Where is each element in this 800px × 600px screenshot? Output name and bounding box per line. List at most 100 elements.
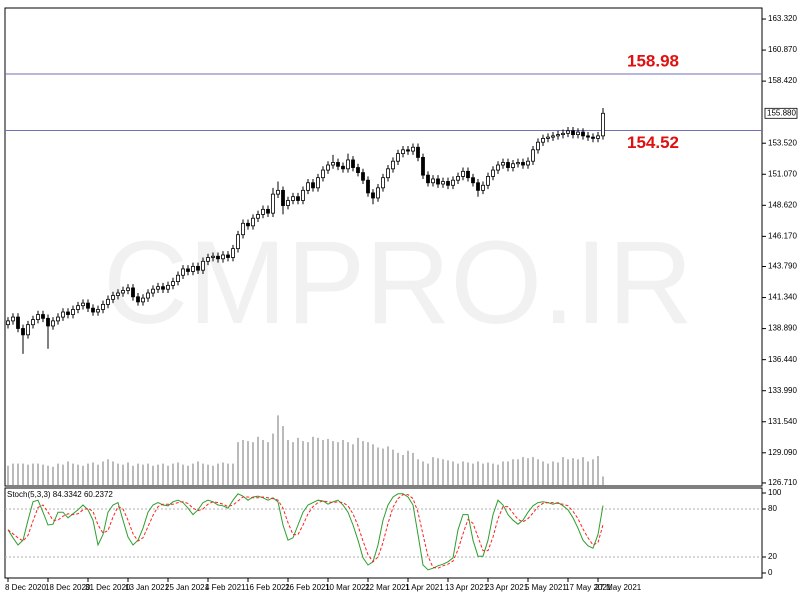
- candle-body: [246, 222, 250, 227]
- candle-body: [121, 290, 125, 294]
- candle-body: [371, 192, 375, 199]
- candle-body: [361, 172, 365, 181]
- candle-body: [481, 184, 485, 191]
- y-tick-label: 160.870: [768, 45, 797, 54]
- candle-body: [426, 174, 430, 184]
- candle-body: [366, 179, 370, 194]
- candle-body: [586, 135, 590, 138]
- candle-body: [551, 135, 555, 138]
- candle-body: [106, 298, 110, 305]
- candle-body: [556, 134, 560, 137]
- candle-body: [496, 164, 500, 171]
- candle-body: [276, 189, 280, 195]
- candle-body: [351, 159, 355, 168]
- candle-body: [476, 182, 480, 191]
- x-tick-label: 5 May 2021: [525, 583, 567, 592]
- candle-body: [76, 305, 80, 310]
- x-tick-label: 16 Feb 2021: [245, 583, 290, 592]
- candle-body: [196, 265, 200, 271]
- y-tick-label: 131.540: [768, 417, 797, 426]
- candle-body: [186, 268, 190, 272]
- candle-body: [461, 170, 465, 177]
- candle-body: [311, 182, 315, 189]
- candle-body: [241, 222, 245, 236]
- candle-body: [141, 297, 145, 303]
- x-tick-label: 13 Jan 2021: [125, 583, 170, 592]
- candle-body: [331, 162, 335, 166]
- y-tick-label: 126.710: [768, 478, 797, 487]
- y-tick-label: 163.320: [768, 14, 797, 23]
- x-tick-label: 8 Dec 2020: [5, 583, 46, 592]
- candle-body: [41, 314, 45, 319]
- y-tick-label: 143.790: [768, 262, 797, 271]
- candle-body: [451, 179, 455, 186]
- x-tick-label: 1 Apr 2021: [405, 583, 444, 592]
- x-tick-label: 26 Feb 2021: [285, 583, 330, 592]
- candle-body: [421, 157, 425, 176]
- y-tick-label: 146.170: [768, 231, 797, 240]
- level-label: 158.98: [627, 52, 679, 71]
- candle-body: [266, 208, 270, 214]
- candle-body: [596, 135, 600, 139]
- candle-body: [571, 130, 575, 135]
- candle-body: [536, 141, 540, 151]
- candle-body: [61, 311, 65, 318]
- candle-body: [486, 176, 490, 186]
- stoch-panel-frame: [4, 487, 763, 579]
- candle-body: [336, 162, 340, 167]
- candle-body: [171, 281, 175, 286]
- candle-body: [381, 177, 385, 189]
- candle-body: [466, 170, 470, 179]
- candle-body: [321, 169, 325, 179]
- y-tick-label: 129.090: [768, 448, 797, 457]
- x-tick-label: 10 Mar 2021: [325, 583, 370, 592]
- candle-body: [11, 316, 15, 322]
- candle-body: [71, 309, 75, 315]
- candle-body: [216, 255, 220, 260]
- candle-body: [581, 131, 585, 137]
- indicator-label: Stoch(5,3,3) 84.3342 60.2372: [7, 490, 113, 499]
- candle-body: [471, 177, 475, 184]
- y-tick-label: 158.420: [768, 76, 797, 85]
- candle-body: [271, 193, 275, 214]
- x-tick-label: 25 Jan 2021: [165, 583, 210, 592]
- x-tick-label: 31 Dec 2020: [85, 583, 131, 592]
- y-tick-label: 100: [768, 488, 782, 497]
- y-tick-label: 153.520: [768, 138, 797, 147]
- y-tick-label: 138.890: [768, 324, 797, 333]
- candle-body: [376, 187, 380, 199]
- candle-body: [576, 131, 580, 135]
- candle-body: [316, 177, 320, 189]
- candle-body: [516, 162, 520, 165]
- candle-body: [96, 309, 100, 313]
- candle-body: [401, 149, 405, 155]
- candle-body: [441, 181, 445, 185]
- candle-body: [411, 146, 415, 152]
- candle-body: [206, 257, 210, 262]
- candle-body: [116, 292, 120, 296]
- candle-body: [51, 320, 55, 327]
- candle-body: [406, 149, 410, 152]
- candle-body: [201, 260, 205, 271]
- candle-body: [396, 153, 400, 162]
- current-price-box: [764, 107, 798, 119]
- candle-body: [561, 132, 565, 135]
- candle-body: [446, 181, 450, 186]
- y-tick-label: 80: [768, 504, 777, 513]
- x-tick-label: 13 Apr 2021: [445, 583, 489, 592]
- candle-body: [281, 189, 285, 206]
- candle-body: [531, 149, 535, 162]
- candle-body: [16, 316, 20, 329]
- candle-body: [181, 268, 185, 276]
- candle-body: [136, 296, 140, 303]
- candle-body: [191, 265, 195, 272]
- candle-body: [546, 136, 550, 139]
- candle-body: [526, 160, 530, 166]
- x-tick-label: 18 Dec 2020: [45, 583, 91, 592]
- y-tick-label: 20: [768, 552, 777, 561]
- candle-body: [566, 130, 570, 134]
- candle-body: [111, 295, 115, 300]
- candle-body: [226, 254, 230, 258]
